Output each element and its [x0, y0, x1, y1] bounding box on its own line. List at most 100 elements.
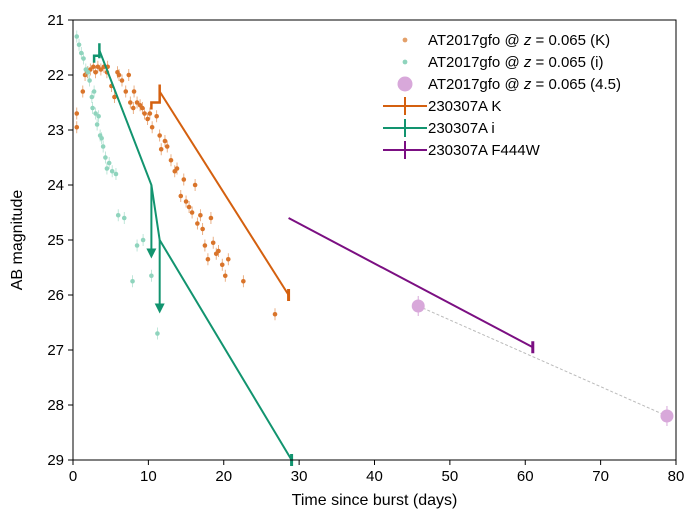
legend-label: AT2017gfo @ z = 0.065 (i)	[428, 54, 603, 71]
data-point-at2017gfo-K	[116, 72, 122, 78]
data-point-at2017gfo-K	[145, 116, 150, 122]
line-230307A-F444W	[288, 217, 534, 349]
data-point-at2017gfo-K	[183, 199, 189, 204]
data-point-at2017gfo-i	[115, 212, 121, 218]
legend-label: 230307A K	[428, 98, 501, 115]
data-point-at2017gfo-K	[74, 124, 80, 130]
data-point-at2017gfo-K	[142, 111, 147, 116]
y-tick-label: 28	[47, 397, 64, 414]
data-point-at2017gfo-K	[219, 262, 225, 268]
ticks-layer: 0 10 20 30 40 50 60 70 80 21 22 23 24 25 26 27 28 29	[47, 12, 684, 485]
data-point-at2017gfo-K	[216, 248, 221, 254]
data-point-at2017gfo-K	[202, 243, 208, 248]
x-tick-label: 20	[215, 468, 232, 485]
upper-limit-arrowhead	[154, 303, 165, 314]
data-point-at2017gfo-i	[78, 50, 84, 56]
data-point-at2017gfo-K	[80, 89, 86, 94]
data-point-at2017gfo-i	[149, 273, 154, 279]
data-point-at2017gfo-K	[147, 111, 153, 116]
data-point-at2017gfo-K	[131, 89, 137, 94]
data-point-at2017gfo-K	[174, 166, 180, 171]
data-point-at2017gfo-i	[106, 160, 112, 166]
data-point-at2017gfo-K	[154, 113, 159, 119]
data-point-at2017gfo-i	[130, 278, 135, 284]
legend: AT2017gfo @ z = 0.065 (K) AT2017gfo @ z =…	[383, 32, 621, 159]
data-point-at2017gfo-K	[131, 105, 136, 111]
data-point-at2017gfo-K	[123, 89, 129, 94]
data-point-at2017gfo-K	[198, 212, 203, 218]
x-axis-label: Time since burst (days)	[292, 492, 458, 509]
dashed-connector-layer	[418, 305, 668, 417]
data-point-at2017gfo-K	[195, 221, 200, 226]
data-point-at2017gfo-i	[90, 105, 95, 111]
data-point-at2017gfo-i	[91, 89, 97, 94]
x-tick-label: 60	[517, 468, 534, 485]
data-point-at2017gfo-i	[113, 171, 119, 177]
data-point-at2017gfo-i	[100, 144, 106, 149]
line-start-bracket	[92, 43, 101, 63]
data-point-at2017gfo-K	[158, 146, 164, 152]
data-point-at2017gfo-i	[140, 237, 146, 243]
y-tick-label: 23	[47, 122, 64, 139]
data-point-at2017gfo-i	[134, 243, 140, 248]
data-point-at2017gfo-i	[94, 122, 100, 127]
data-point-at2017gfo-K	[241, 278, 246, 284]
legend-marker	[402, 37, 408, 43]
data-point-at2017gfo-K	[205, 256, 211, 262]
line-230307A-i	[98, 49, 293, 461]
x-tick-label: 0	[69, 468, 77, 485]
data-point-at2017gfo-K	[178, 193, 184, 199]
data-point-at2017gfo-K	[127, 100, 133, 105]
data-point-at2017gfo-i	[81, 56, 86, 61]
data-point-at2017gfo-45	[411, 299, 425, 313]
data-point-at2017gfo-i	[74, 34, 80, 39]
data-point-at2017gfo-i	[89, 94, 95, 100]
legend-label: 230307A i	[428, 120, 495, 137]
data-point-at2017gfo-K	[225, 256, 231, 262]
data-point-at2017gfo-K	[98, 67, 104, 72]
data-point-at2017gfo-K	[126, 72, 132, 78]
data-point-at2017gfo-K	[95, 64, 101, 70]
y-tick-label: 25	[47, 232, 64, 249]
x-tick-label: 30	[291, 468, 308, 485]
data-point-at2017gfo-i	[109, 168, 115, 174]
data-point-at2017gfo-K	[210, 240, 216, 246]
upper-limit-arrowhead	[146, 248, 157, 259]
y-tick-label: 27	[47, 342, 64, 359]
x-tick-label: 70	[592, 468, 609, 485]
y-tick-label: 29	[47, 452, 64, 469]
x-tick-label: 50	[442, 468, 459, 485]
data-point-at2017gfo-K	[112, 94, 117, 100]
data-point-at2017gfo-K	[162, 138, 168, 144]
data-points-layer	[74, 30, 674, 426]
y-axis-label: AB magnitude	[9, 190, 26, 291]
data-point-at2017gfo-i	[93, 111, 98, 116]
trend-lines-layer	[92, 43, 535, 466]
data-point-at2017gfo-K	[189, 210, 195, 215]
data-point-at2017gfo-K	[168, 157, 174, 163]
y-tick-label: 22	[47, 67, 64, 84]
data-point-at2017gfo-i	[87, 78, 92, 83]
line-start-bracket	[150, 84, 161, 110]
data-point-at2017gfo-K	[208, 215, 214, 221]
connector-line	[418, 305, 668, 417]
x-tick-label: 40	[366, 468, 383, 485]
data-point-at2017gfo-K	[140, 105, 145, 111]
data-point-at2017gfo-i	[103, 155, 108, 160]
data-point-at2017gfo-i	[121, 215, 127, 221]
data-point-at2017gfo-i	[85, 69, 91, 75]
legend-marker	[402, 59, 408, 65]
data-point-at2017gfo-K	[200, 226, 205, 232]
data-point-at2017gfo-45	[660, 409, 674, 423]
data-point-at2017gfo-K	[192, 182, 198, 188]
data-point-at2017gfo-i	[99, 135, 104, 141]
y-tick-label: 26	[47, 287, 64, 304]
y-tick-label: 21	[47, 12, 64, 29]
line-230307A-K	[158, 90, 290, 296]
data-point-at2017gfo-K	[181, 177, 187, 182]
data-point-at2017gfo-K	[91, 64, 96, 70]
y-tick-label: 24	[47, 177, 64, 194]
legend-label: 230307A F444W	[428, 142, 541, 159]
data-point-at2017gfo-K	[157, 133, 162, 138]
